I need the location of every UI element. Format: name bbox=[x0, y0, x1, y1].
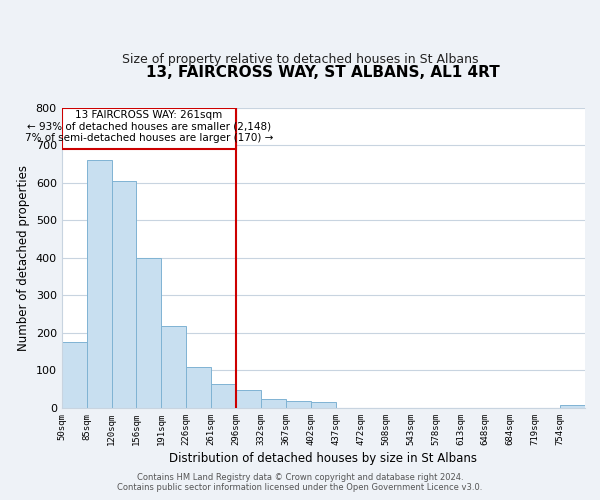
Bar bbox=[286, 401, 311, 408]
FancyBboxPatch shape bbox=[62, 108, 236, 149]
Bar bbox=[261, 398, 286, 408]
X-axis label: Distribution of detached houses by size in St Albans: Distribution of detached houses by size … bbox=[169, 452, 478, 465]
Bar bbox=[236, 390, 261, 408]
Bar bbox=[86, 160, 112, 408]
Bar bbox=[112, 181, 136, 408]
Text: Contains HM Land Registry data © Crown copyright and database right 2024.
Contai: Contains HM Land Registry data © Crown c… bbox=[118, 473, 482, 492]
Title: 13, FAIRCROSS WAY, ST ALBANS, AL1 4RT: 13, FAIRCROSS WAY, ST ALBANS, AL1 4RT bbox=[146, 65, 500, 80]
Text: Size of property relative to detached houses in St Albans: Size of property relative to detached ho… bbox=[122, 52, 478, 66]
Bar bbox=[186, 366, 211, 408]
Bar bbox=[211, 384, 236, 408]
Bar bbox=[311, 402, 336, 408]
Bar bbox=[161, 326, 186, 408]
Y-axis label: Number of detached properties: Number of detached properties bbox=[17, 165, 30, 351]
Bar bbox=[62, 342, 86, 408]
Bar bbox=[136, 258, 161, 408]
Text: 13 FAIRCROSS WAY: 261sqm
← 93% of detached houses are smaller (2,148)
7% of semi: 13 FAIRCROSS WAY: 261sqm ← 93% of detach… bbox=[25, 110, 273, 143]
Bar bbox=[560, 405, 585, 408]
